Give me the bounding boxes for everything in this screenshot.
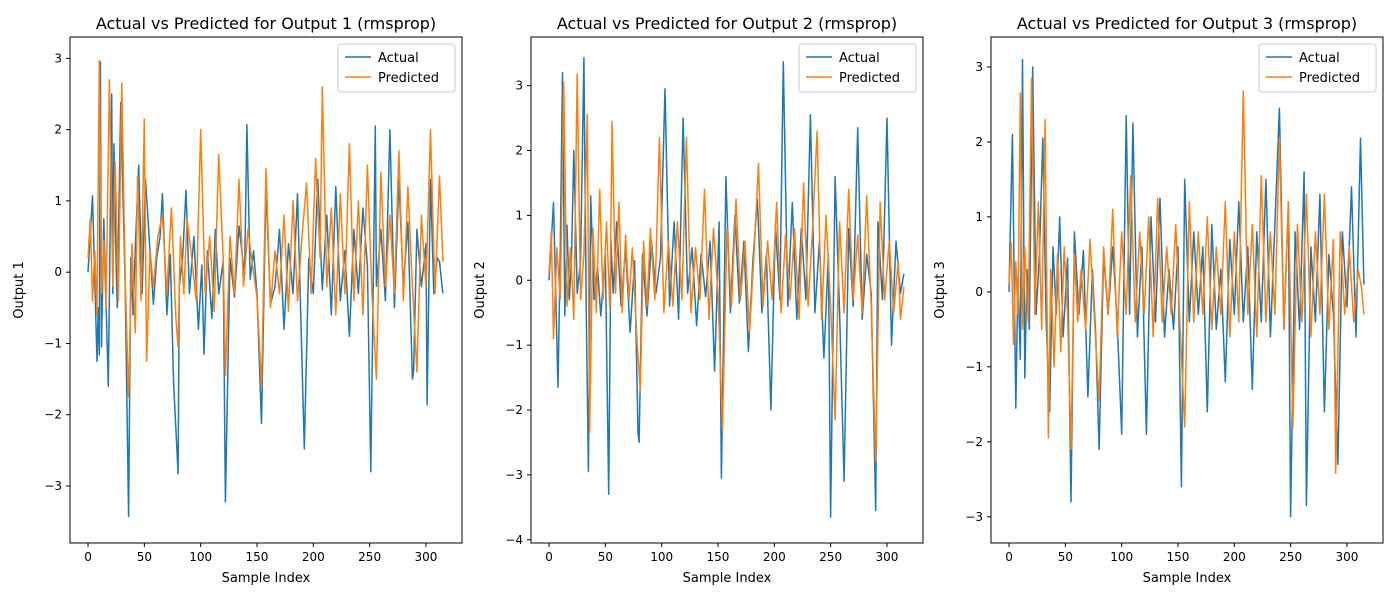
x-tick-label: 100 — [650, 550, 673, 564]
y-tick-label: 2 — [54, 123, 62, 137]
legend: Actual Predicted — [798, 43, 917, 93]
y-tick-label: −3 — [44, 479, 62, 493]
x-tick-label: 50 — [137, 550, 152, 564]
x-tick-label: 100 — [1110, 550, 1133, 564]
x-tick-label: 200 — [763, 550, 786, 564]
y-tick-label: −2 — [965, 435, 983, 449]
x-axis-label: Sample Index — [683, 571, 772, 586]
legend-label-predicted: Predicted — [378, 71, 439, 86]
chart-panel-1: 0 50 100 150 200 250 300 −3 −2 −1 0 1 2 3 Actual vs Pr… — [12, 14, 463, 586]
y-tick-label: 3 — [975, 60, 983, 74]
y-tick-label: −1 — [44, 336, 62, 350]
y-tick-label: 0 — [515, 273, 523, 287]
legend-label-actual: Actual — [1299, 51, 1340, 66]
legend-box — [337, 43, 456, 93]
y-tick-label: 0 — [54, 265, 62, 279]
legend-label-actual: Actual — [839, 51, 880, 66]
y-tick-label: −2 — [44, 408, 62, 422]
legend-label-predicted: Predicted — [1299, 71, 1360, 86]
x-tick-label: 50 — [598, 550, 613, 564]
legend: Actual Predicted — [1258, 43, 1377, 93]
y-tick-label: −4 — [505, 533, 523, 547]
y-tick-label: −3 — [965, 510, 983, 524]
x-tick-label: 150 — [246, 550, 269, 564]
series-line-predicted — [87, 59, 444, 398]
y-tick-label: 3 — [54, 51, 62, 65]
y-axis-label: Output 2 — [473, 261, 488, 319]
y-axis-label: Output 1 — [12, 261, 27, 319]
x-tick-label: 100 — [189, 550, 212, 564]
chart-title: Actual vs Predicted for Output 1 (rmspro… — [96, 14, 436, 33]
chart-title: Actual vs Predicted for Output 3 (rmspro… — [1017, 14, 1357, 33]
plot-frame — [69, 36, 463, 544]
x-tick-label: 250 — [358, 550, 381, 564]
y-tick-label: −1 — [505, 338, 523, 352]
y-tick-label: −1 — [965, 360, 983, 374]
legend-box — [798, 43, 917, 93]
legend-box — [1258, 43, 1377, 93]
y-tick-label: 1 — [975, 210, 983, 224]
x-tick-label: 0 — [1005, 550, 1013, 564]
series-line-predicted — [548, 73, 905, 463]
x-tick-label: 300 — [876, 550, 899, 564]
y-tick-label: −3 — [505, 468, 523, 482]
legend-label-actual: Actual — [378, 51, 419, 66]
x-tick-label: 300 — [415, 550, 438, 564]
x-tick-label: 250 — [1279, 550, 1302, 564]
chart-title: Actual vs Predicted for Output 2 (rmspro… — [557, 14, 897, 33]
x-tick-label: 250 — [819, 550, 842, 564]
y-tick-label: 3 — [515, 79, 523, 93]
x-tick-label: 150 — [1167, 550, 1190, 564]
y-tick-label: 1 — [54, 194, 62, 208]
x-axis-label: Sample Index — [1143, 571, 1232, 586]
plot-frame — [990, 36, 1384, 544]
y-tick-label: −2 — [505, 403, 523, 417]
series-line-actual — [87, 61, 444, 518]
x-axis-label: Sample Index — [222, 571, 311, 586]
x-tick-label: 200 — [302, 550, 325, 564]
series-line-predicted — [1008, 77, 1365, 475]
chart-panel-2: 0 50 100 150 200 250 300 −4 −3 −2 −1 0 1 2 3 Actual vs … — [473, 14, 924, 586]
chart-panel-3: 0 50 100 150 200 250 300 −3 −2 −1 0 1 2 3 Actual vs Pr… — [933, 14, 1384, 586]
legend: Actual Predicted — [337, 43, 456, 93]
y-tick-label: 1 — [515, 208, 523, 222]
y-tick-label: 2 — [975, 135, 983, 149]
plot-frame — [530, 36, 924, 544]
x-tick-label: 150 — [707, 550, 730, 564]
y-tick-label: 2 — [515, 144, 523, 158]
legend-label-predicted: Predicted — [839, 71, 900, 86]
series-line-actual — [548, 57, 905, 518]
x-tick-label: 50 — [1058, 550, 1073, 564]
y-tick-label: 0 — [975, 285, 983, 299]
x-tick-label: 300 — [1336, 550, 1359, 564]
y-axis-label: Output 3 — [933, 261, 948, 319]
x-tick-label: 0 — [545, 550, 553, 564]
x-tick-label: 200 — [1223, 550, 1246, 564]
x-tick-label: 0 — [84, 550, 92, 564]
